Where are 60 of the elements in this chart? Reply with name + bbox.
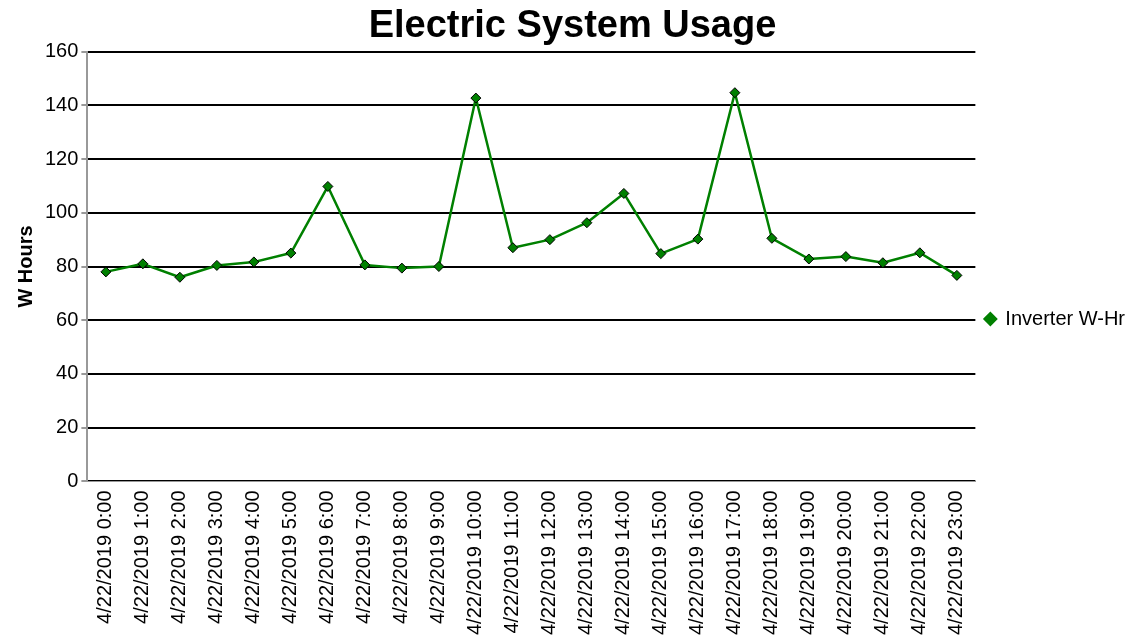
point <box>285 247 297 259</box>
x-tick-label: 4/22/2019 15:00 <box>648 490 671 636</box>
x-tick-label: 4/22/2019 2:00 <box>167 490 190 624</box>
x-tick-label: 4/22/2019 10:00 <box>463 490 486 636</box>
x-tick-label: 4/22/2019 19:00 <box>796 490 819 636</box>
point <box>840 251 852 263</box>
point <box>766 232 778 244</box>
x-tick-label: 4/22/2019 4:00 <box>241 490 264 624</box>
y-tick-label: 140 <box>44 92 79 115</box>
y-tick-label: 40 <box>56 361 79 384</box>
point <box>100 266 112 278</box>
x-tick-label: 4/22/2019 16:00 <box>685 490 708 636</box>
x-tick-label: 4/22/2019 14:00 <box>611 490 634 636</box>
chart-title: Electric System Usage <box>368 3 777 46</box>
point <box>581 217 593 229</box>
point <box>692 233 704 245</box>
y-tick-label: 120 <box>44 146 79 169</box>
x-tick-label: 4/22/2019 11:00 <box>500 490 523 634</box>
x-tick-label: 4/22/2019 22:00 <box>907 490 930 636</box>
point <box>544 234 556 246</box>
x-tick-label: 4/22/2019 20:00 <box>833 490 856 636</box>
x-tick-label: 4/22/2019 23:00 <box>944 490 967 636</box>
x-tick-label: 4/22/2019 1:00 <box>130 490 153 624</box>
y-tick-label: 100 <box>44 200 79 223</box>
x-tick-label: 4/22/2019 18:00 <box>759 490 782 636</box>
point <box>359 259 371 271</box>
point <box>211 259 223 271</box>
y-tick-label: 80 <box>56 254 79 277</box>
point <box>507 242 519 254</box>
x-tick-label: 4/22/2019 12:00 <box>537 490 560 636</box>
point <box>729 87 741 99</box>
x-tick-label: 4/22/2019 0:00 <box>93 490 116 624</box>
x-tick-label: 4/22/2019 17:00 <box>722 490 745 636</box>
legend-label: Inverter W-Hr <box>1005 306 1126 329</box>
point <box>470 92 482 104</box>
point <box>433 261 445 273</box>
y-tick-label: 160 <box>44 39 79 62</box>
x-tick-label: 4/22/2019 3:00 <box>204 490 227 624</box>
x-tick-label: 4/22/2019 21:00 <box>870 490 893 636</box>
x-tick-label: 4/22/2019 8:00 <box>389 490 412 624</box>
point <box>951 269 963 281</box>
point <box>618 187 630 199</box>
x-tick-label: 4/22/2019 5:00 <box>278 490 301 624</box>
point <box>174 271 186 283</box>
y-tick-label: 60 <box>56 307 79 330</box>
point <box>914 247 926 259</box>
y-tick-label: 20 <box>56 415 79 438</box>
point <box>877 257 889 269</box>
point <box>655 248 667 260</box>
point <box>248 256 260 268</box>
point <box>137 258 149 270</box>
point <box>803 253 815 265</box>
point <box>322 180 334 192</box>
x-tick-label: 4/22/2019 9:00 <box>426 490 449 624</box>
x-tick-label: 4/22/2019 7:00 <box>352 490 375 624</box>
y-tick-label: 0 <box>67 468 79 491</box>
y-axis-title: W Hours <box>13 225 36 308</box>
point <box>396 262 408 274</box>
x-tick-label: 4/22/2019 13:00 <box>574 490 597 636</box>
x-tick-label: 4/22/2019 6:00 <box>315 490 338 624</box>
